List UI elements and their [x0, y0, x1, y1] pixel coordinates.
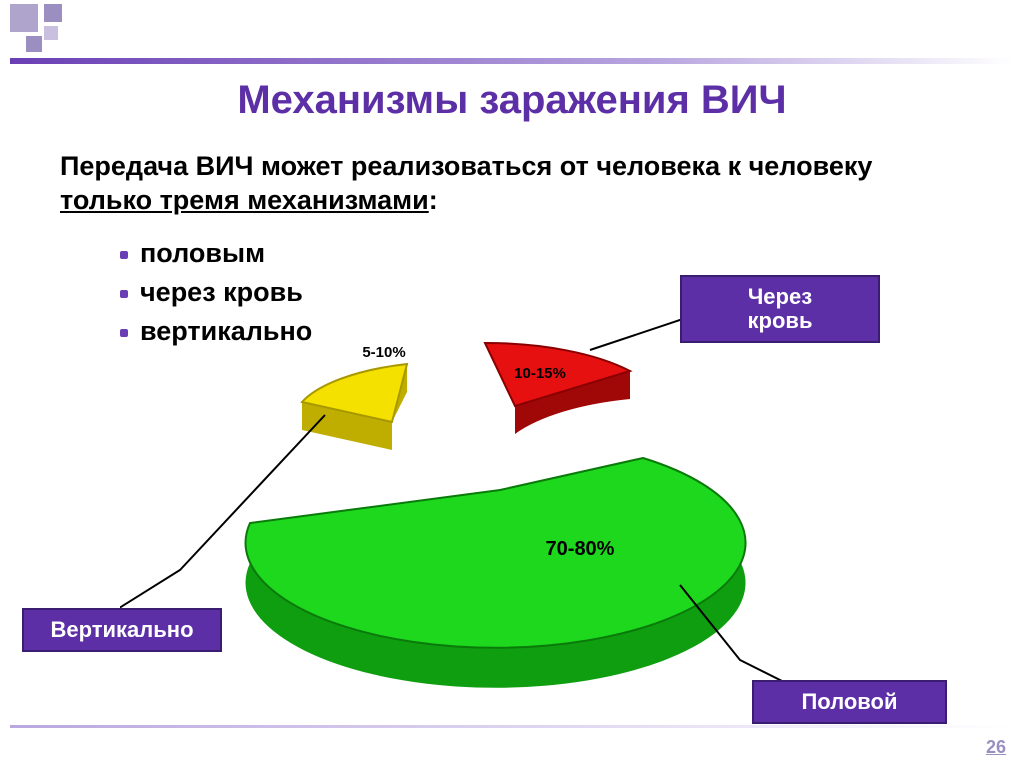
callout-vertical: Вертикально [22, 608, 222, 652]
bullet-item: через кровь [120, 277, 312, 308]
bullet-label: через кровь [140, 277, 303, 307]
callout-sexual: Половой [752, 680, 947, 724]
body-text-pre: Передача ВИЧ может реализоваться от чело… [60, 151, 872, 181]
footer-divider [10, 725, 1014, 728]
bullet-dot-icon [120, 251, 128, 259]
pie-slice-vertical: 5-10% [302, 344, 407, 450]
pie-slice-sexual: 70-80% [246, 458, 746, 688]
decorative-square [10, 4, 38, 32]
pie-slice-blood: 10-15% [485, 343, 630, 434]
callout-label: Половой [801, 689, 897, 714]
callout-blood: Черезкровь [680, 275, 880, 343]
decorative-square [26, 36, 42, 52]
bullet-dot-icon [120, 290, 128, 298]
callout-label: Черезкровь [748, 284, 813, 333]
body-text-post: : [429, 185, 438, 215]
callout-label: Вертикально [50, 617, 193, 642]
bullet-item: половым [120, 238, 312, 269]
header-divider [10, 58, 1014, 64]
slide-title: Механизмы заражения ВИЧ [0, 78, 1024, 123]
pie-value-label: 70-80% [546, 538, 615, 560]
bullet-label: половым [140, 238, 265, 268]
pie-value-label: 5-10% [362, 344, 405, 361]
decorative-square [44, 26, 58, 40]
decorative-square [44, 4, 62, 22]
body-text-underlined: только тремя механизмами [60, 185, 429, 215]
pie-value-label: 10-15% [514, 365, 566, 382]
body-paragraph: Передача ВИЧ может реализоваться от чело… [60, 150, 920, 218]
pie-chart: 70-80% 10-15% 5-10% [120, 310, 920, 710]
slide-number: 26 [986, 737, 1006, 758]
